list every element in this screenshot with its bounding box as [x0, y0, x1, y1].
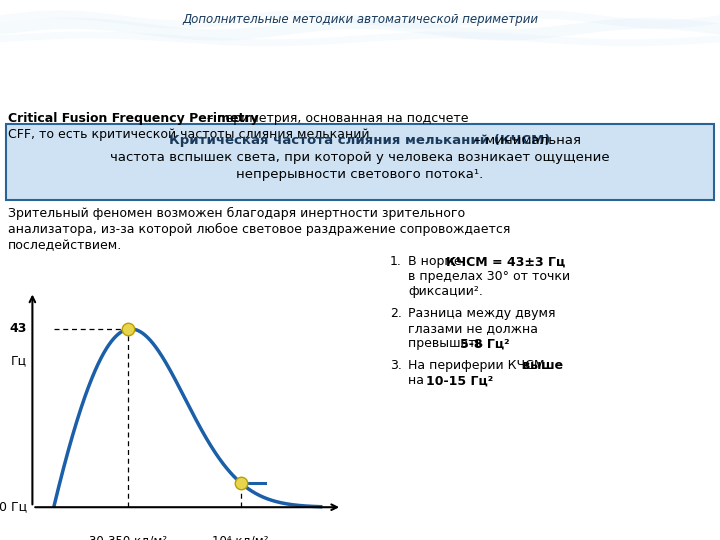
Text: Гц: Гц: [11, 354, 27, 367]
Text: анализатора, из-за которой любое световое раздражение сопровождается: анализатора, из-за которой любое светово…: [8, 223, 510, 236]
Text: Critical Fusion Frequency Perimetry: Critical Fusion Frequency Perimetry: [8, 112, 258, 125]
Text: В норме: В норме: [408, 255, 466, 268]
Text: На периферии КЧСМ: На периферии КЧСМ: [408, 359, 544, 372]
Text: – периметрия, основанная на подсчете: – периметрия, основанная на подсчете: [203, 112, 469, 125]
Text: 43: 43: [9, 322, 27, 335]
Text: Critical Fusion Frequency Perimetry (CFF-Perimetry): Critical Fusion Frequency Perimetry (CFF…: [73, 57, 647, 76]
Text: 1.: 1.: [390, 255, 402, 268]
FancyBboxPatch shape: [6, 124, 714, 200]
Text: КЧСМ = 43±3 Гц: КЧСМ = 43±3 Гц: [446, 255, 565, 268]
Text: 0 Гц: 0 Гц: [0, 501, 27, 514]
Text: последействием.: последействием.: [8, 239, 122, 252]
Text: 2.: 2.: [390, 307, 402, 320]
Text: глазами не должна: глазами не должна: [408, 322, 538, 335]
Text: выше: выше: [518, 359, 563, 372]
Text: CFF, то есть критической частоты слияния мельканий.: CFF, то есть критической частоты слияния…: [8, 128, 374, 141]
Text: частота вспышек света, при которой у человека возникает ощущение: частота вспышек света, при которой у чел…: [110, 151, 610, 164]
Text: 10⁴ кд/м²: 10⁴ кд/м²: [212, 534, 269, 540]
Text: 3.: 3.: [390, 359, 402, 372]
Text: фиксации².: фиксации².: [408, 285, 483, 298]
Text: 30-350 кд/м²: 30-350 кд/м²: [89, 534, 168, 540]
Text: Зрительный феномен возможен благодаря инертности зрительного: Зрительный феномен возможен благодаря ин…: [8, 207, 465, 220]
Text: в пределах 30° от точки: в пределах 30° от точки: [408, 270, 570, 283]
Text: Разница между двумя: Разница между двумя: [408, 307, 556, 320]
Text: Дополнительные методики автоматической периметрии: Дополнительные методики автоматической п…: [182, 13, 538, 26]
Text: 10-15 Гц²: 10-15 Гц²: [426, 374, 493, 387]
Text: 5-8 Гц²: 5-8 Гц²: [460, 337, 510, 350]
Text: на: на: [408, 374, 428, 387]
Text: – минимальная: – минимальная: [469, 134, 580, 147]
Text: превышать: превышать: [408, 337, 487, 350]
Text: Критическая частота слияния мельканий (КЧСМ): Критическая частота слияния мельканий (К…: [169, 134, 551, 147]
Text: непрерывности светового потока¹.: непрерывности светового потока¹.: [236, 168, 484, 181]
